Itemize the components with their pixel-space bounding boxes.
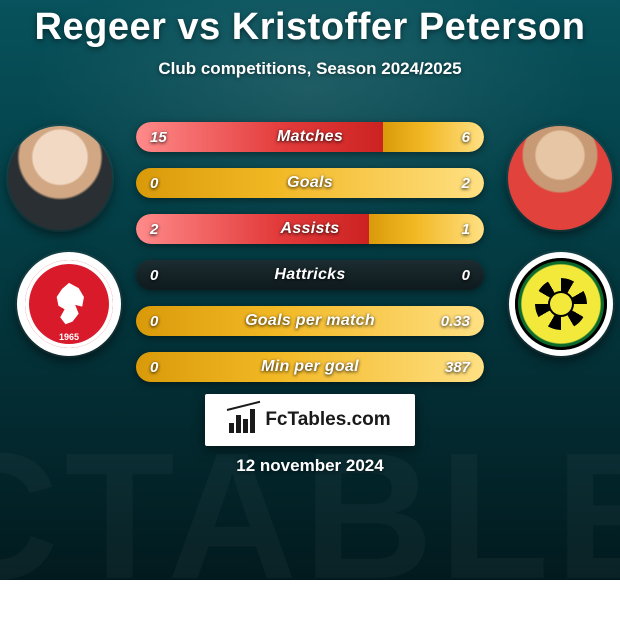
brand-badge: FcTables.com bbox=[205, 394, 415, 446]
player-left-avatar bbox=[8, 126, 112, 230]
stat-row: 00Hattricks bbox=[136, 260, 484, 290]
brand-logo-icon bbox=[229, 407, 259, 433]
club-left-crest: 1965 bbox=[17, 252, 121, 356]
page-title: Regeer vs Kristoffer Peterson bbox=[0, 0, 620, 49]
stat-label: Goals bbox=[136, 168, 484, 198]
stat-label: Hattricks bbox=[136, 260, 484, 290]
content: Regeer vs Kristoffer Peterson Club compe… bbox=[0, 0, 620, 580]
brand-text: FcTables.com bbox=[265, 409, 390, 431]
stat-row: 156Matches bbox=[136, 122, 484, 152]
player-right-avatar bbox=[508, 126, 612, 230]
twente-crest-icon: 1965 bbox=[25, 260, 113, 348]
stat-row: 0387Min per goal bbox=[136, 352, 484, 382]
stat-row: 21Assists bbox=[136, 214, 484, 244]
stat-label: Matches bbox=[136, 122, 484, 152]
stat-row: 00.33Goals per match bbox=[136, 306, 484, 336]
stat-label: Assists bbox=[136, 214, 484, 244]
stat-label: Min per goal bbox=[136, 352, 484, 382]
fortuna-crest-icon bbox=[515, 258, 607, 350]
club-right-crest bbox=[509, 252, 613, 356]
date-text: 12 november 2024 bbox=[0, 456, 620, 476]
stat-rows: 156Matches 02Goals 21Assists 00Hattricks 00.… bbox=[136, 122, 484, 398]
stat-label: Goals per match bbox=[136, 306, 484, 336]
stat-row: 02Goals bbox=[136, 168, 484, 198]
subtitle: Club competitions, Season 2024/2025 bbox=[0, 59, 620, 79]
